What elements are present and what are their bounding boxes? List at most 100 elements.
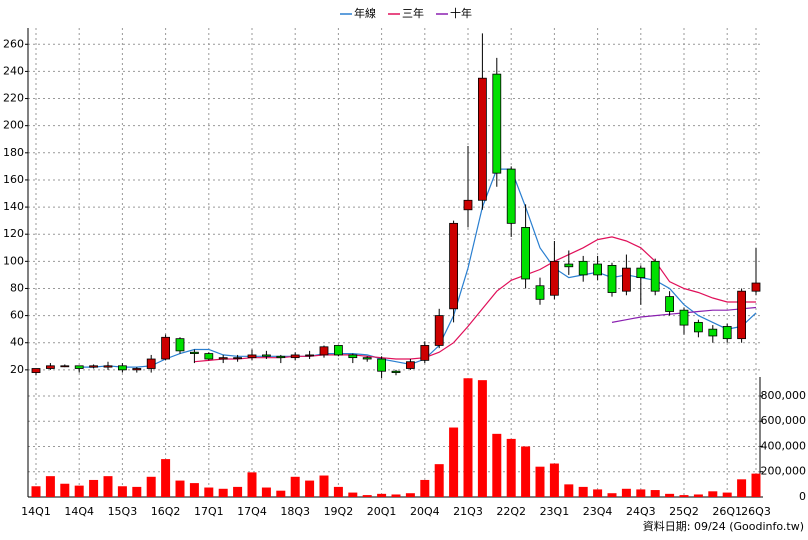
candle-body: [564, 263, 574, 268]
volume-bar: [463, 378, 473, 497]
volume-bar: [319, 475, 329, 497]
volume-bar: [290, 476, 300, 497]
candle-body: [521, 227, 530, 280]
candle-body: [319, 346, 329, 356]
candle-body: [650, 260, 660, 292]
candle-body: [578, 260, 588, 276]
x-tick-label: 15Q3: [108, 505, 138, 518]
candle-body: [362, 357, 372, 360]
x-tick-label: 21Q3: [453, 505, 483, 518]
volume-bar: [74, 485, 84, 497]
volume-bar: [679, 495, 689, 497]
volume-bar: [233, 486, 243, 497]
candle-body: [607, 265, 617, 293]
candle-body: [261, 354, 271, 357]
volume-tick-label: 0: [799, 490, 806, 503]
volume-bar: [405, 493, 415, 497]
candle-body: [751, 282, 761, 292]
volume-bar: [189, 483, 199, 497]
x-tick-label: 20Q4: [410, 505, 440, 518]
volume-bar: [420, 479, 430, 497]
volume-bar: [161, 459, 171, 497]
volume-bar: [348, 492, 358, 497]
volume-bar: [708, 491, 718, 497]
volume-bar: [261, 487, 271, 497]
y-tick-label: 200: [3, 119, 24, 132]
volume-bar: [247, 472, 257, 497]
footer: 資料日期: 09/24 (Goodinfo.tw): [643, 519, 804, 533]
candle-body: [449, 222, 459, 310]
legend-label: 三年: [402, 6, 424, 20]
candle-body: [189, 351, 199, 354]
volume-bar: [636, 489, 646, 497]
volume-bar: [276, 490, 286, 497]
volume-bar: [434, 464, 444, 497]
volume-bar: [377, 493, 387, 497]
volume-bar: [593, 489, 603, 497]
volume-bar: [549, 463, 559, 497]
candle-body: [103, 365, 113, 368]
x-tick-label: 14Q1: [21, 505, 51, 518]
candle-body: [477, 77, 487, 201]
candle-body: [665, 296, 674, 312]
y-tick-label: 160: [3, 173, 24, 186]
x-tick-label: 23Q4: [583, 505, 613, 518]
volume-bar: [693, 494, 703, 497]
legend-label: 年線: [354, 6, 376, 20]
volume-bar: [564, 484, 574, 497]
volume-bar: [607, 493, 617, 497]
x-tick-label: 16Q2: [151, 505, 181, 518]
volume-bar: [578, 486, 588, 497]
candle-body: [593, 263, 602, 276]
candle-body: [679, 309, 689, 326]
candle-body: [463, 199, 473, 211]
candle-body: [290, 354, 300, 359]
volume-bar: [506, 438, 516, 497]
candle-body: [391, 370, 401, 373]
candle-body: [492, 73, 502, 174]
x-tick-label: 19Q2: [324, 505, 354, 518]
candle-body: [550, 260, 559, 296]
candle-body: [146, 358, 156, 369]
candle-body: [233, 357, 243, 360]
y-tick-label: 260: [3, 37, 24, 50]
volume-tick-label: 600,000: [761, 414, 807, 427]
y-tick-label: 240: [3, 64, 24, 77]
volume-bar: [218, 488, 228, 497]
candle-body: [333, 345, 343, 356]
volume-bar: [492, 433, 502, 497]
x-tick-label: 17Q4: [237, 505, 267, 518]
candle-body: [74, 365, 84, 369]
candle-body: [46, 365, 55, 369]
y-tick-label: 20: [10, 363, 24, 376]
candle-body: [377, 358, 387, 372]
volume-bar: [665, 493, 675, 497]
candle-body: [247, 354, 257, 359]
candle-body: [218, 357, 228, 360]
volume-bar: [621, 488, 631, 497]
x-tick-label: 26Q1: [712, 505, 742, 518]
candle-body: [132, 368, 142, 371]
candle-body: [694, 321, 703, 333]
candle-body: [636, 267, 646, 279]
candle-body: [722, 326, 732, 340]
candle-body: [305, 354, 315, 357]
candle-body: [31, 368, 41, 373]
candle-body: [506, 168, 516, 224]
candle-body: [118, 365, 127, 371]
x-tick-label: 18Q3: [280, 505, 310, 518]
volume-bar: [305, 480, 315, 497]
y-tick-label: 80: [10, 281, 24, 294]
legend-label: 十年: [450, 6, 472, 20]
x-tick-label: 14Q4: [64, 505, 94, 518]
candle-body: [622, 267, 631, 292]
candle-body: [348, 354, 358, 359]
candle-body: [89, 365, 98, 368]
volume-bar: [117, 486, 127, 497]
candle-body: [204, 353, 214, 360]
candle-body: [535, 285, 545, 300]
x-tick-label: 24Q3: [626, 505, 656, 518]
candle-body: [420, 345, 430, 361]
x-tick-label: 25Q2: [669, 505, 699, 518]
